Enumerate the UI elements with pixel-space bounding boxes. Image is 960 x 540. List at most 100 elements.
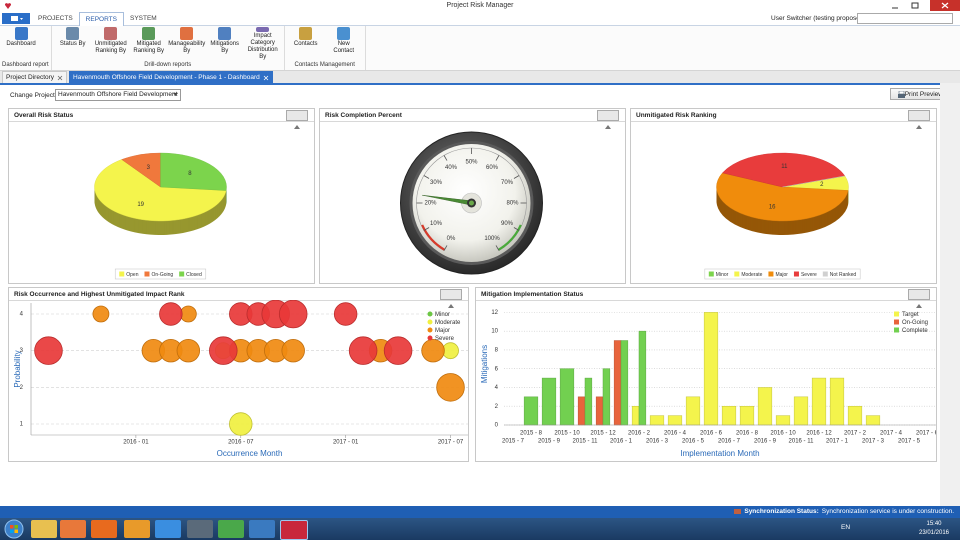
taskbar-app[interactable]: [187, 520, 213, 538]
ribbon-button[interactable]: Mitigations By: [206, 26, 244, 62]
panel-header: Unmitigated Risk Ranking: [631, 109, 936, 129]
taskbar-media[interactable]: [60, 520, 86, 538]
legend-label: Minor: [435, 312, 450, 318]
document-tabs: Project Directory Havenmouth Offshore Fie…: [0, 71, 960, 84]
bubble: [281, 338, 305, 363]
slice-label: 2: [820, 182, 824, 188]
document-tab[interactable]: Havenmouth Offshore Field Development - …: [69, 71, 273, 84]
x-tick-label: 2016 - 1: [610, 439, 633, 445]
x-tick-label: 2016 - 11: [789, 439, 815, 445]
bubble: [209, 336, 238, 365]
slice: [94, 159, 227, 222]
taskbar-ie[interactable]: [155, 520, 181, 538]
ribbon-icon: [142, 27, 156, 40]
ribbon-icon: [104, 27, 118, 40]
tab-close[interactable]: [57, 74, 63, 82]
tab-close[interactable]: [263, 74, 269, 82]
user-switcher-label: User Switcher (testing propose): [771, 15, 863, 22]
x-tick-label: 2016 - 5: [682, 439, 705, 445]
print-preview-button[interactable]: Print Preview: [890, 88, 946, 100]
taskbar-tool[interactable]: [249, 520, 275, 538]
slice-label: 11: [781, 164, 788, 170]
taskbar-risk-manager[interactable]: [280, 520, 308, 540]
slice-label: 8: [188, 171, 192, 177]
panel-options-button[interactable]: [908, 289, 930, 308]
document-tab-label: Havenmouth Offshore Field Development - …: [73, 74, 260, 81]
gauge-tick: [443, 155, 448, 161]
slice-label: 16: [769, 204, 776, 210]
panel-options-button[interactable]: [597, 110, 619, 129]
y-tick-label: 2: [20, 385, 24, 391]
bar: [559, 368, 575, 426]
panel-title: Unmitigated Risk Ranking: [636, 112, 717, 119]
legend-label: Moderate: [435, 320, 461, 326]
bar: [847, 405, 863, 426]
app-icon: [4, 3, 12, 9]
panel-header: Overall Risk Status: [9, 109, 314, 129]
language-indicator[interactable]: EN: [841, 524, 851, 531]
gauge-tick-label: 10%: [430, 221, 443, 227]
ribbon-group-label: Dashboard report: [2, 62, 49, 68]
taskbar-outlook[interactable]: [124, 520, 150, 538]
file-menu-button[interactable]: [2, 13, 30, 24]
ribbon-button[interactable]: New Contact: [325, 26, 363, 62]
ribbon-button[interactable]: Status By: [54, 26, 92, 62]
status-message: Synchronization service is under constru…: [821, 508, 954, 515]
ribbon-button-label: Impact Category Distribution By: [247, 33, 278, 60]
ribbon-group-label: Contacts Management: [294, 62, 355, 68]
taskbar-firefox[interactable]: [91, 520, 117, 538]
gauge-tick-label: 80%: [506, 201, 519, 207]
bar: [829, 377, 845, 426]
options-icon: [916, 125, 922, 129]
ribbon-button[interactable]: Impact Category Distribution By: [244, 26, 282, 62]
start-button[interactable]: [4, 519, 24, 539]
document-tab[interactable]: Project Directory: [2, 71, 68, 84]
bar: [757, 387, 773, 426]
chart-panel: Mitigation Implementation Status 0 2 4 6 8 10 1…: [475, 287, 937, 462]
menu-tabs: PROJECTS REPORTS SYSTEM: [32, 12, 163, 26]
ribbon-button[interactable]: Contacts: [287, 26, 325, 62]
options-icon: [448, 304, 454, 308]
gauge-tick-label: 50%: [465, 160, 478, 166]
bubble: [436, 373, 465, 402]
ribbon-button[interactable]: Unmitigated Ranking By: [92, 26, 130, 62]
clock-time: 15:40: [926, 521, 942, 527]
y-tick-label: 0: [495, 423, 499, 429]
menu-tab[interactable]: REPORTS: [78, 12, 124, 26]
gauge-tick-label: 0%: [447, 236, 456, 242]
ribbon-button[interactable]: Manageability By: [168, 26, 206, 62]
bar: [667, 415, 683, 426]
x-tick-label: 2017 - 6: [916, 431, 936, 437]
y-axis-title: Probability: [13, 350, 22, 387]
x-tick-label: 2017 - 3: [862, 439, 885, 445]
bubble: [333, 302, 358, 326]
panel-header: Mitigation Implementation Status: [476, 288, 936, 308]
ribbon-button[interactable]: Dashboard: [2, 26, 40, 62]
x-tick-label: 2016 - 10: [770, 431, 796, 437]
pie-chart: 19 3 8 Open On-Going Closed: [94, 152, 227, 280]
ribbon-icon: [66, 27, 80, 40]
panel-options-button[interactable]: [908, 110, 930, 129]
menu-tab[interactable]: PROJECTS: [38, 15, 73, 22]
ribbon-button[interactable]: Mitigated Ranking By: [130, 26, 168, 62]
ribbon-button-label: New Contact: [333, 41, 355, 54]
panel-options-button[interactable]: [286, 110, 308, 129]
ribbon-group: Contacts New Contact Contacts Management: [285, 26, 366, 70]
project-select[interactable]: Havenmouth Offshore Field Development: [55, 89, 181, 101]
x-tick-label: 2015 - 8: [520, 431, 543, 437]
chart-panel: Unmitigated Risk Ranking 2 16 11 Minor Modera…: [630, 108, 937, 284]
legend-marker: [427, 311, 433, 317]
bar: [613, 340, 622, 426]
panel-options-button[interactable]: [440, 289, 462, 308]
gauge-tick-label: 40%: [445, 165, 458, 171]
bar-chart: 0 2 4 6 8 10 12 2015 - 7 2015 - 8 2015 - 9 2015 - …: [480, 310, 936, 458]
y-tick-label: 4: [495, 385, 499, 391]
window-controls[interactable]: [880, 0, 960, 12]
taskbar-chrome[interactable]: [218, 520, 244, 538]
user-switcher-select[interactable]: [857, 13, 953, 24]
taskbar-explorer[interactable]: [31, 520, 57, 538]
y-tick-label: 6: [495, 366, 499, 372]
menu-tab[interactable]: SYSTEM: [129, 15, 157, 22]
chart-panel: Risk Occurrence and Highest Unmitigated …: [8, 287, 469, 462]
bar: [638, 330, 647, 426]
